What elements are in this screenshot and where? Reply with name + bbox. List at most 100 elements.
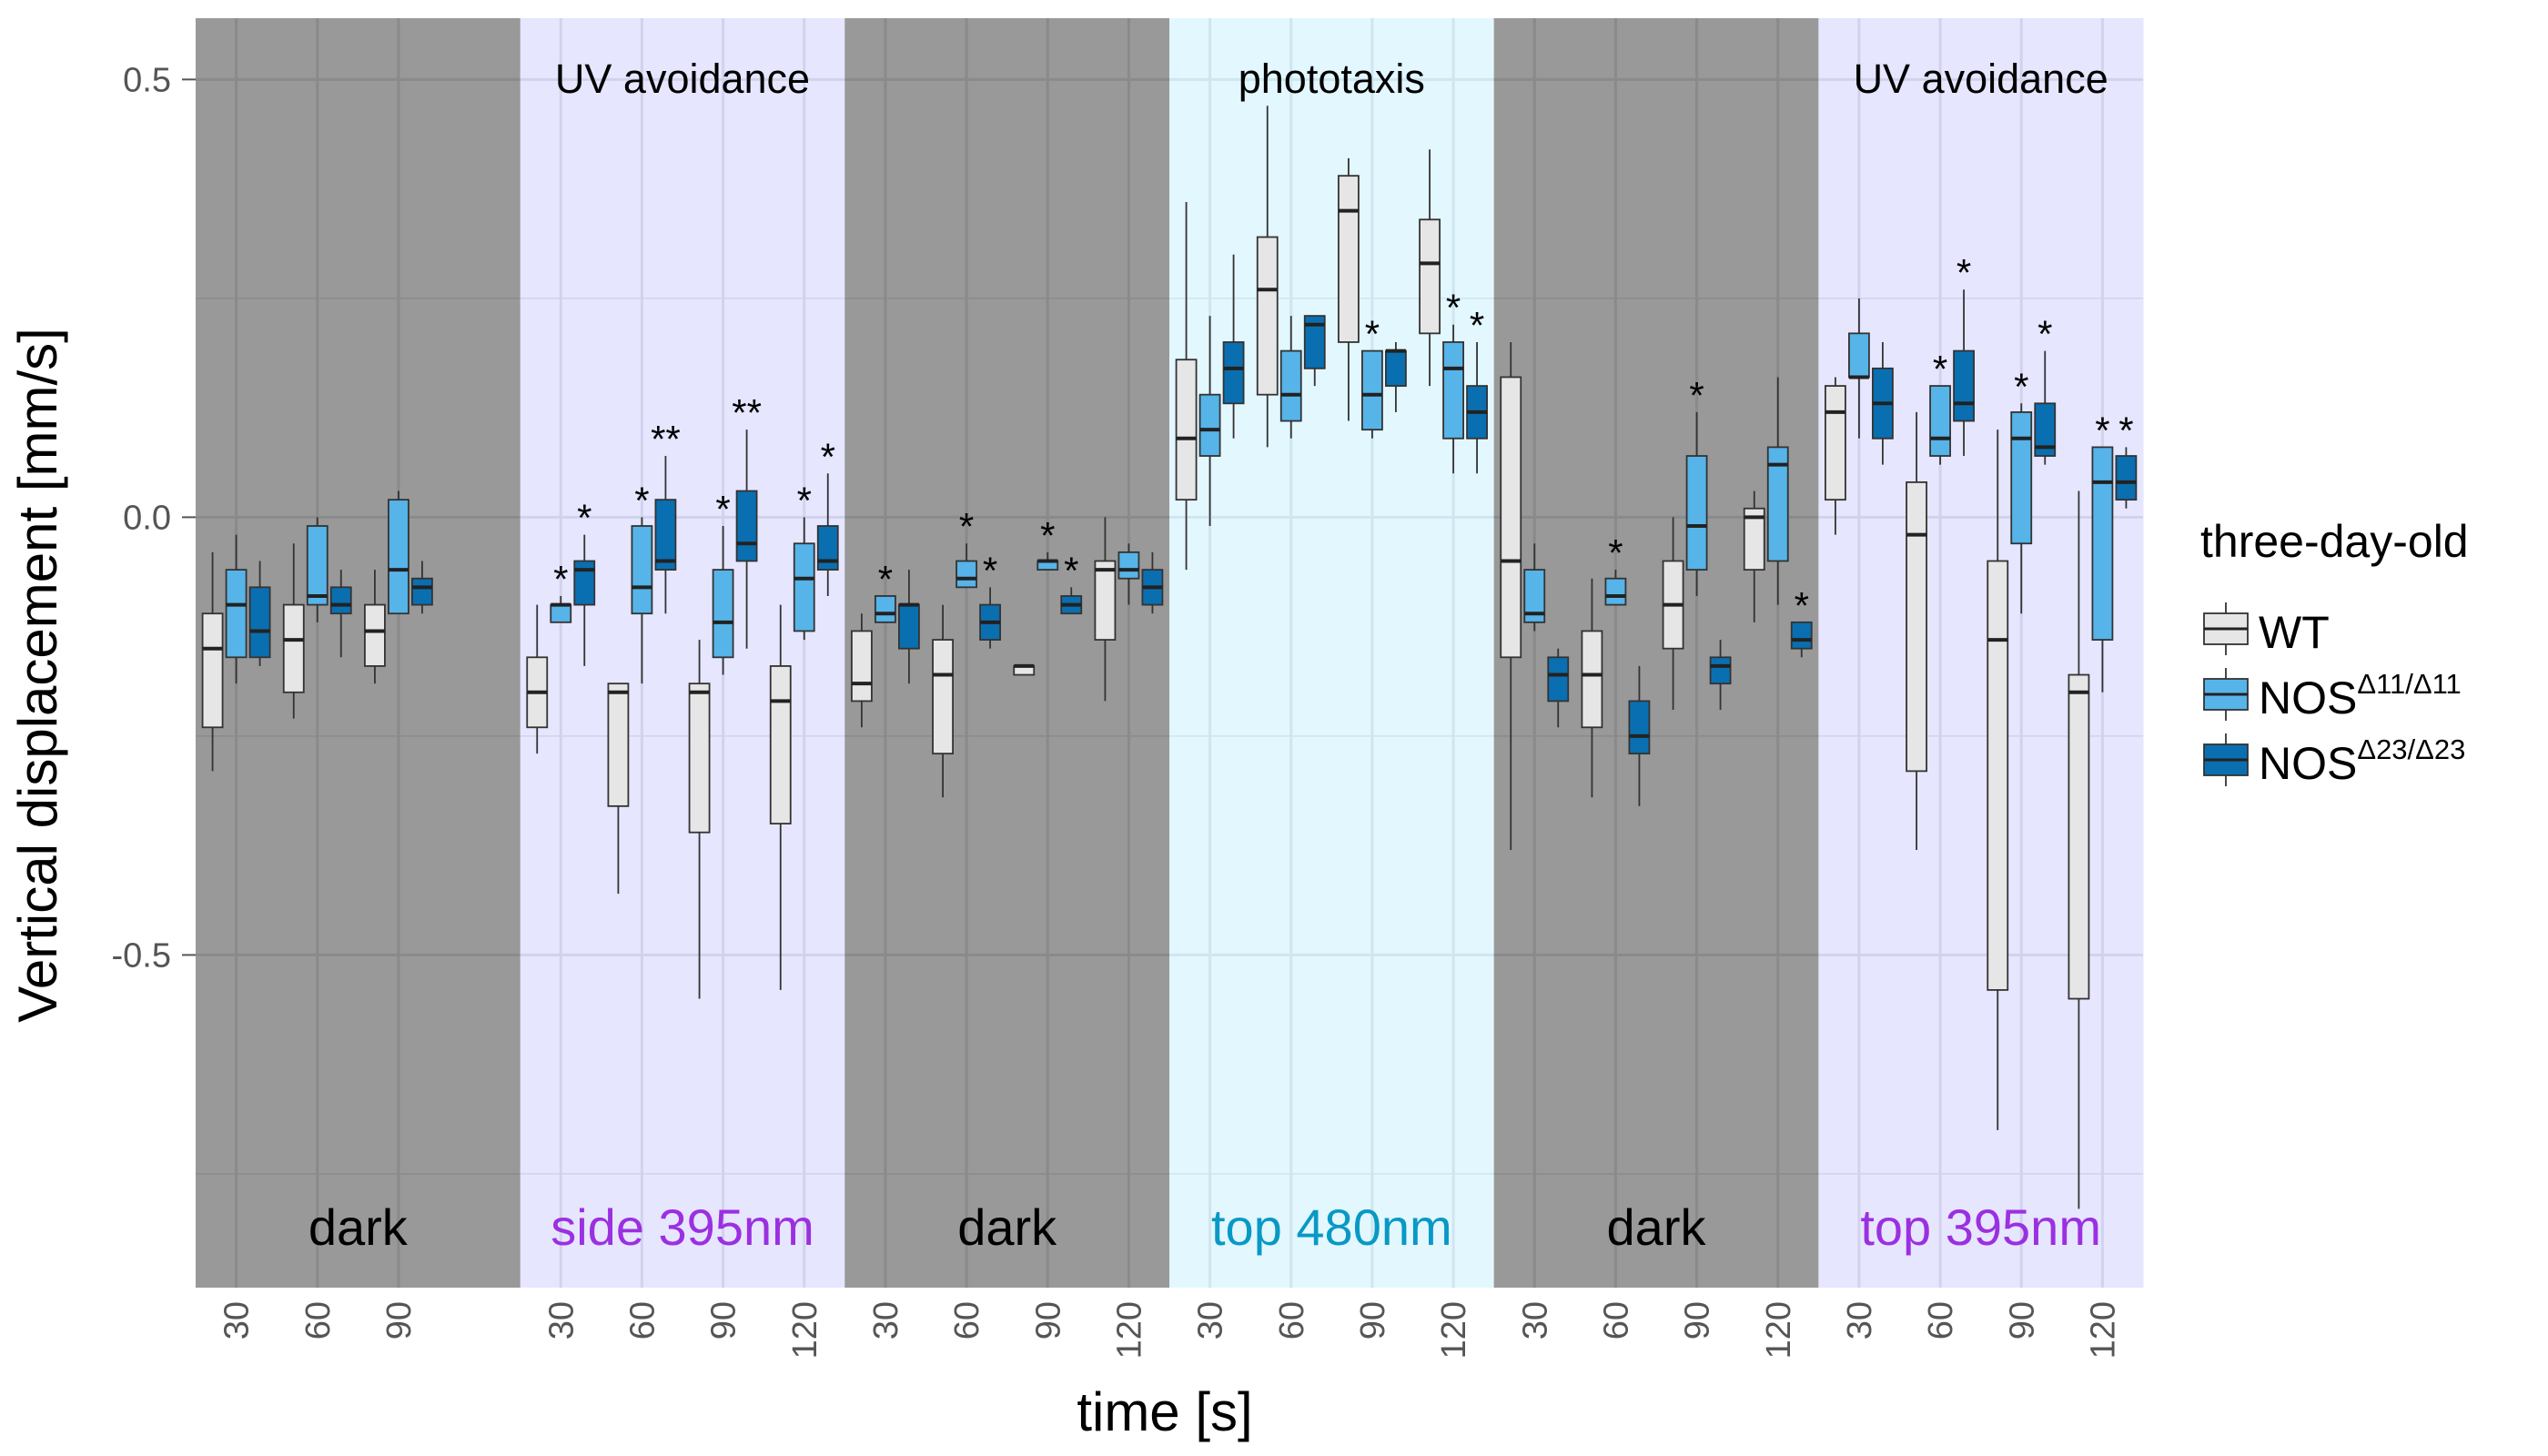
x-tick-label: 120 (2084, 1301, 2122, 1359)
box-iqr (956, 560, 977, 589)
y-axis: 0.5 0.0 -0.5 (112, 61, 196, 975)
significance-star: * (2095, 409, 2109, 451)
x-tick-label: 90 (1354, 1301, 1392, 1340)
x-tick-label: 30 (1516, 1301, 1554, 1340)
panel-title: UV avoidance (555, 56, 810, 102)
box-iqr (1628, 700, 1651, 755)
panel-condition-label: top 395nm (1860, 1198, 2101, 1256)
box-iqr (1929, 385, 1951, 457)
box-iqr (607, 682, 630, 807)
box-iqr (1256, 236, 1279, 396)
box-iqr (1385, 349, 1407, 387)
legend-entry-label: NOSΔ11/Δ11 (2259, 668, 2462, 723)
box-iqr (550, 603, 572, 623)
significance-star: * (1064, 549, 1078, 592)
box-iqr (1906, 480, 1927, 773)
box-iqr (1790, 621, 1813, 650)
box-iqr (329, 586, 352, 615)
box-iqr (1848, 332, 1870, 379)
x-tick-label: 90 (2003, 1301, 2041, 1340)
x-tick-label: 120 (1110, 1301, 1148, 1359)
x-tick-label: 120 (786, 1301, 824, 1359)
panel-condition-label: dark (1607, 1198, 1707, 1256)
y-tick-label: -0.5 (112, 936, 171, 975)
y-tick-label: 0.5 (123, 61, 171, 99)
box-iqr (1581, 630, 1603, 729)
y-tick-label: 0.0 (123, 499, 171, 537)
x-tick-label: 120 (1435, 1301, 1473, 1359)
x-tick-label: 30 (218, 1301, 257, 1340)
panel-condition-label: dark (308, 1198, 409, 1256)
significance-star: ** (651, 418, 681, 460)
box-iqr (1094, 560, 1117, 641)
significance-star: * (577, 497, 592, 540)
box-iqr (1953, 349, 1975, 422)
significance-star: * (553, 558, 568, 601)
box-iqr (1442, 341, 1464, 440)
panel-condition-label: side 395nm (551, 1198, 814, 1256)
box-iqr (1604, 577, 1627, 606)
significance-star: * (1446, 287, 1461, 329)
significance-star: * (2037, 313, 2052, 356)
x-tick-label: 60 (299, 1301, 338, 1340)
box-iqr (1547, 656, 1570, 703)
box-iqr (1303, 315, 1326, 369)
box-iqr (1198, 393, 1221, 457)
box-iqr (816, 525, 839, 571)
significance-star: * (821, 435, 835, 478)
significance-star: * (1040, 514, 1055, 557)
box-iqr (631, 525, 653, 615)
significance-star: * (715, 488, 730, 531)
box-iqr (654, 499, 677, 571)
significance-star: * (797, 479, 812, 521)
significance-star: ** (732, 391, 762, 434)
box-iqr (688, 682, 711, 834)
box-iqr (1709, 656, 1732, 685)
panel-background (1169, 18, 1495, 1288)
x-tick-label: 90 (1029, 1301, 1067, 1340)
box-iqr (932, 639, 954, 755)
box-iqr (793, 542, 815, 632)
panel-backgrounds (196, 18, 2144, 1288)
box-iqr (1766, 446, 1789, 562)
box-plot-series: ** *************** ********* * (201, 106, 2138, 1209)
significance-star: * (1365, 313, 1380, 356)
box-iqr (201, 612, 224, 729)
box-iqr (1500, 376, 1522, 659)
significance-star: * (1470, 304, 1484, 347)
significance-star: * (1933, 348, 1947, 390)
x-tick-label: 90 (380, 1301, 419, 1340)
x-tick-label: 60 (1273, 1301, 1311, 1340)
x-axis-title: time [s] (1077, 1381, 1252, 1442)
significance-star: * (983, 549, 997, 592)
box-iqr (1419, 218, 1441, 335)
significance-star: * (1956, 251, 1971, 294)
box-iqr (364, 603, 386, 667)
x-tick-label: 90 (705, 1301, 743, 1340)
significance-star: * (634, 479, 649, 521)
box-iqr (1743, 507, 1765, 571)
box-iqr (573, 560, 596, 606)
panel-background (844, 18, 1170, 1288)
legend-title: three-day-old (2200, 516, 2469, 567)
box-iqr (1222, 341, 1245, 405)
x-tick-label: 60 (1597, 1301, 1635, 1340)
x-tick-label: 30 (542, 1301, 581, 1340)
box-iqr (1117, 551, 1140, 580)
box-iqr (2034, 402, 2057, 457)
panel-background (1818, 18, 2144, 1288)
box-iqr (1523, 569, 1546, 623)
box-iqr (306, 525, 329, 606)
panel-condition-label: dark (957, 1198, 1057, 1256)
x-tick-label: 90 (1679, 1301, 1717, 1340)
panel-labels: dark UV avoidance side 395nm dark phototaxis… (308, 56, 2108, 1256)
panel-background (1493, 18, 1819, 1288)
panel-condition-label: top 480nm (1211, 1198, 1452, 1256)
box-iqr (1361, 349, 1383, 431)
significance-star: * (1795, 584, 1809, 627)
panel-background (520, 18, 845, 1288)
box-iqr (712, 569, 734, 659)
box-iqr (225, 569, 248, 659)
box-iqr (248, 586, 271, 659)
x-tick-label: 60 (948, 1301, 986, 1340)
